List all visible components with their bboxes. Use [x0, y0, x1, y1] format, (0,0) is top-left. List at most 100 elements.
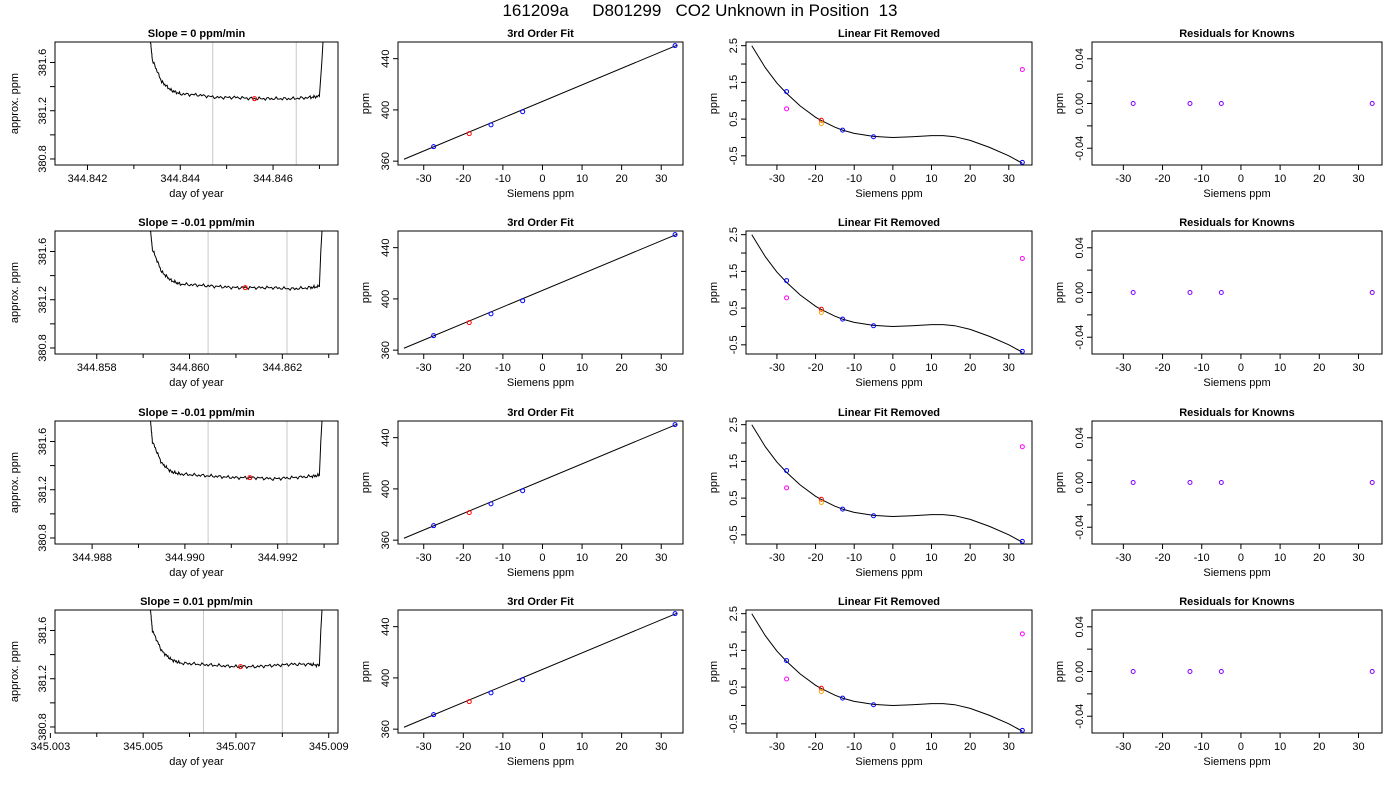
data-point: [1218, 290, 1224, 295]
plot-area: [751, 45, 1023, 164]
x-tick-label: 30: [1352, 362, 1364, 374]
data-point: [1019, 67, 1025, 73]
data-point: [672, 232, 678, 238]
x-axis-label: Siemens ppm: [855, 188, 922, 200]
x-tick-label: 0: [1238, 741, 1244, 753]
x-tick-label: 20: [616, 362, 628, 374]
x-axis-label: Siemens ppm: [1203, 188, 1270, 200]
y-tick-label: 0.00: [1074, 472, 1086, 493]
x-tick-label: 10: [925, 173, 937, 185]
y-tick-label: 381.6: [37, 238, 49, 266]
y-tick-label: 360: [380, 720, 392, 738]
data-point: [488, 122, 494, 128]
y-axis-label: ppm: [360, 472, 372, 493]
x-tick-label: 30: [655, 552, 667, 564]
x-tick-label: 0: [539, 362, 545, 374]
y-tick-label: 381.2: [37, 286, 49, 314]
x-tick-label: 345.003: [30, 741, 70, 753]
data-point: [871, 323, 877, 329]
y-tick-label: 2.5: [728, 606, 740, 621]
x-tick-label: -10: [846, 362, 862, 374]
y-axis-label: ppm: [360, 282, 372, 303]
x-tick-label: 20: [1313, 741, 1325, 753]
y-axis-label: ppm: [708, 93, 720, 114]
data-point: [871, 134, 877, 140]
signal-trace: [149, 42, 324, 102]
y-tick-label: 0.00: [1074, 661, 1086, 682]
panel-scatter-1-4: Residuals for Knowns -30 -20 -10 0 10 20 30 -0.0…: [1054, 28, 1383, 200]
x-axis-label: Siemens ppm: [507, 377, 574, 389]
x-tick-label: 20: [964, 552, 976, 564]
x-tick-label: -10: [495, 173, 511, 185]
y-tick-label: 0.5: [728, 300, 740, 315]
x-tick-label: 0: [539, 741, 545, 753]
x-axis-label: Siemens ppm: [1203, 567, 1270, 579]
plot-area: [403, 44, 678, 160]
plot-area: [751, 424, 1023, 543]
panel-title: Slope = 0 ppm/min: [148, 28, 246, 40]
data-point: [1218, 480, 1224, 485]
x-tick-label: 10: [1274, 173, 1286, 185]
x-tick-label: -20: [808, 552, 824, 564]
panel-frame: [745, 41, 1033, 166]
plot-area: [149, 421, 323, 544]
x-tick-label: 344.846: [253, 173, 293, 185]
x-tick-label: 0: [1238, 362, 1244, 374]
y-tick-label: 0.5: [728, 679, 740, 694]
x-tick-label: 0: [539, 552, 545, 564]
data-point: [784, 468, 790, 474]
data-point: [1019, 631, 1025, 637]
x-tick-label: 20: [1313, 552, 1325, 564]
x-axis-label: Siemens ppm: [855, 756, 922, 768]
data-point: [1369, 101, 1375, 106]
panel-scatter-4-3: Linear Fit Removed -30 -20 -10 0 10 20 30 -0.5 0.…: [708, 596, 1033, 768]
data-point: [1019, 538, 1025, 544]
y-tick-label: 2.5: [728, 227, 740, 242]
data-point: [466, 699, 472, 705]
x-tick-label: 344.842: [68, 173, 108, 185]
data-point: [1187, 669, 1193, 674]
data-point: [784, 676, 790, 682]
data-point: [818, 117, 824, 123]
x-tick-label: -20: [455, 173, 471, 185]
x-tick-label: -10: [1194, 173, 1210, 185]
x-tick-label: 344.858: [77, 362, 117, 374]
y-tick-label: 400: [380, 669, 392, 687]
y-tick-label: 0.5: [728, 490, 740, 505]
data-point: [784, 106, 790, 112]
x-axis-label: Siemens ppm: [1203, 377, 1270, 389]
panel-scatter-2-2: 3rd Order Fit -30 -20 -10 0 10 20 30 360 400 440 Si…: [360, 217, 684, 389]
y-axis-label: ppm: [708, 661, 720, 682]
fit-curve: [751, 45, 1023, 164]
panel-frame: [1091, 420, 1383, 545]
plot-area: [149, 610, 323, 733]
y-tick-label: 381.6: [37, 617, 49, 645]
x-axis-label: day of year: [169, 567, 224, 579]
panel-frame: [745, 420, 1033, 545]
x-tick-label: 30: [1003, 362, 1015, 374]
plot-area: [403, 233, 678, 349]
y-axis-label: ppm: [1054, 93, 1066, 114]
fit-line: [403, 44, 678, 160]
y-tick-label: 381.2: [37, 476, 49, 504]
y-tick-label: 360: [380, 531, 392, 549]
data-point: [1130, 101, 1136, 106]
y-tick-label: 2.5: [728, 38, 740, 53]
x-tick-label: 10: [925, 552, 937, 564]
x-tick-label: 30: [1003, 173, 1015, 185]
x-tick-label: 20: [616, 741, 628, 753]
y-tick-label: 400: [380, 101, 392, 119]
y-tick-label: 0.00: [1074, 282, 1086, 303]
panel-scatter-4-2: 3rd Order Fit -30 -20 -10 0 10 20 30 360 400 440 Si…: [360, 596, 684, 768]
signal-trace: [149, 421, 323, 482]
panel-title: Linear Fit Removed: [838, 407, 940, 419]
x-tick-label: 10: [1274, 741, 1286, 753]
y-tick-label: -0.04: [1074, 325, 1086, 350]
panel-title: 3rd Order Fit: [507, 407, 574, 419]
y-axis-label: approx. ppm: [9, 641, 21, 702]
x-tick-label: 344.990: [165, 552, 205, 564]
y-axis-label: ppm: [360, 93, 372, 114]
panel-frame: [1091, 230, 1383, 355]
y-tick-label: 380.8: [37, 524, 49, 552]
x-tick-label: -30: [416, 173, 432, 185]
